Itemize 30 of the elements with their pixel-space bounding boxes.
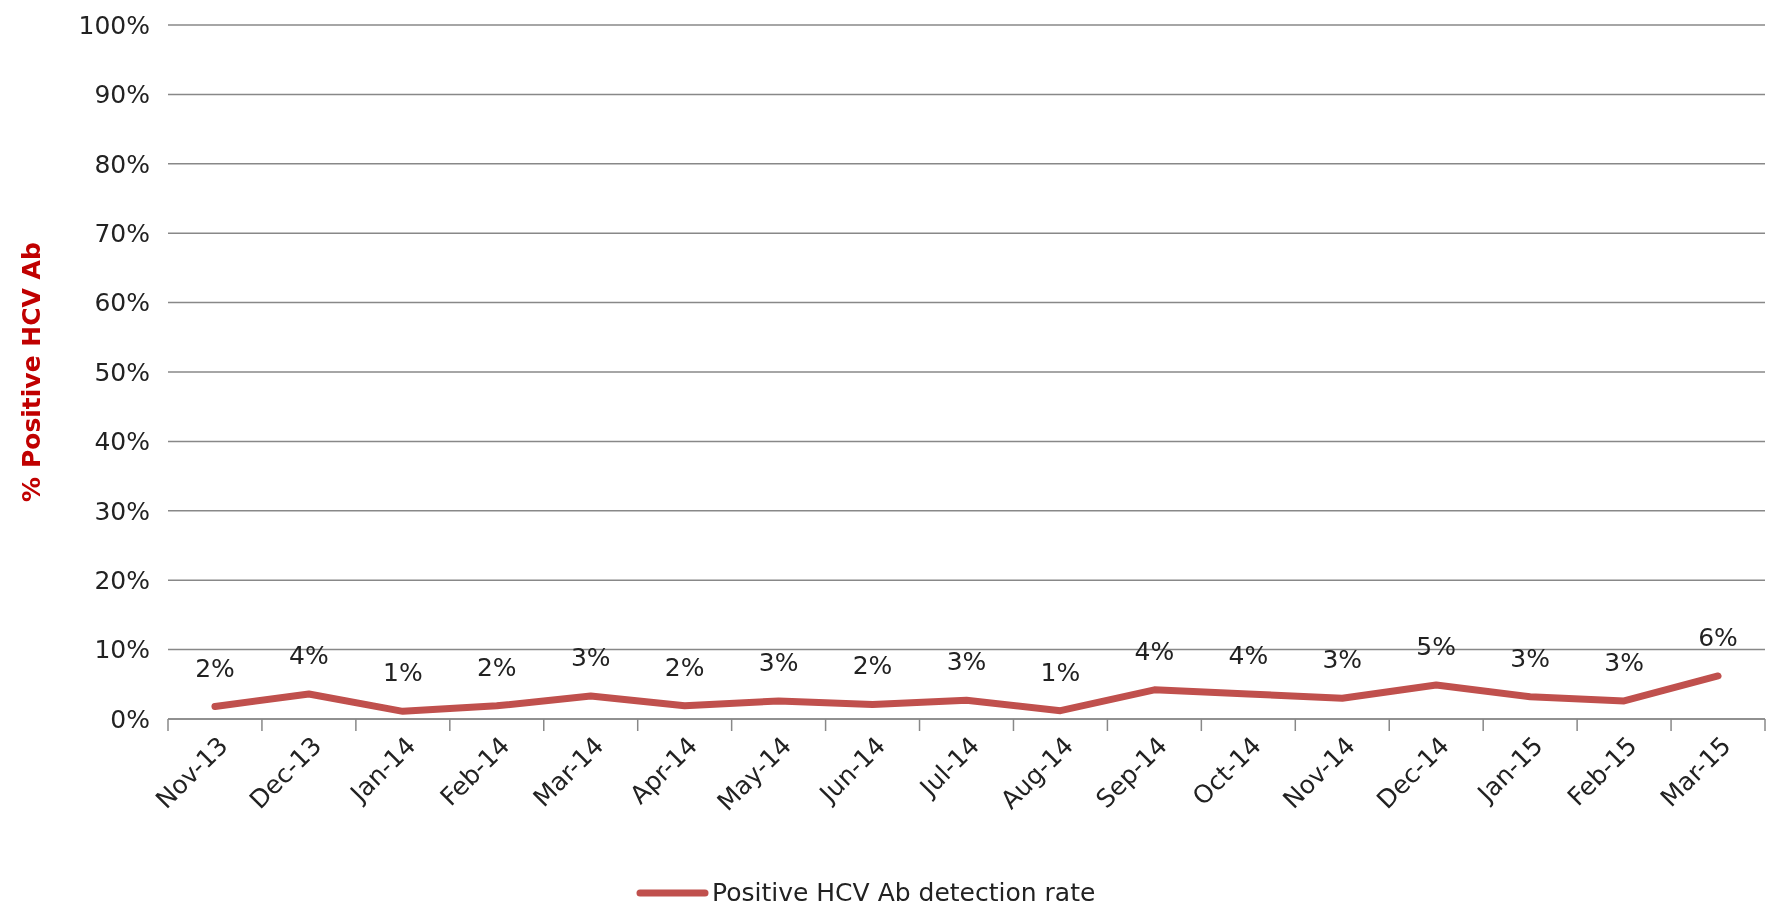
data-label: 3%	[758, 647, 799, 677]
legend-label: Positive HCV Ab detection rate	[712, 878, 1096, 907]
data-label: 6%	[1698, 622, 1738, 652]
data-label: 3%	[946, 647, 987, 677]
y-tick-label: 0%	[110, 704, 150, 734]
y-tick-label: 60%	[94, 288, 150, 318]
data-label: 2%	[476, 652, 517, 682]
data-label: 3%	[1604, 647, 1644, 677]
data-label: 3%	[1322, 645, 1363, 675]
data-label: 3%	[570, 643, 611, 673]
data-label: 1%	[383, 658, 423, 688]
y-tick-label: 100%	[78, 10, 150, 40]
data-label: 2%	[664, 652, 705, 682]
y-tick-label: 40%	[94, 427, 150, 457]
data-label: 2%	[852, 651, 893, 681]
y-axis-title: % Positive HCV Ab	[17, 242, 46, 502]
data-label: 3%	[1510, 643, 1550, 673]
data-label: 4%	[1228, 641, 1269, 671]
data-label: 1%	[1040, 657, 1081, 687]
y-tick-label: 10%	[94, 635, 150, 665]
data-label: 5%	[1416, 631, 1457, 661]
y-tick-label: 80%	[94, 149, 150, 179]
data-label: 4%	[289, 641, 329, 671]
data-label: 4%	[1134, 636, 1175, 666]
y-tick-label: 20%	[94, 565, 150, 595]
y-tick-label: 70%	[94, 218, 150, 248]
y-tick-label: 90%	[94, 80, 150, 110]
y-tick-label: 30%	[94, 496, 150, 526]
y-tick-label: 50%	[94, 357, 150, 387]
data-label: 2%	[195, 653, 235, 683]
